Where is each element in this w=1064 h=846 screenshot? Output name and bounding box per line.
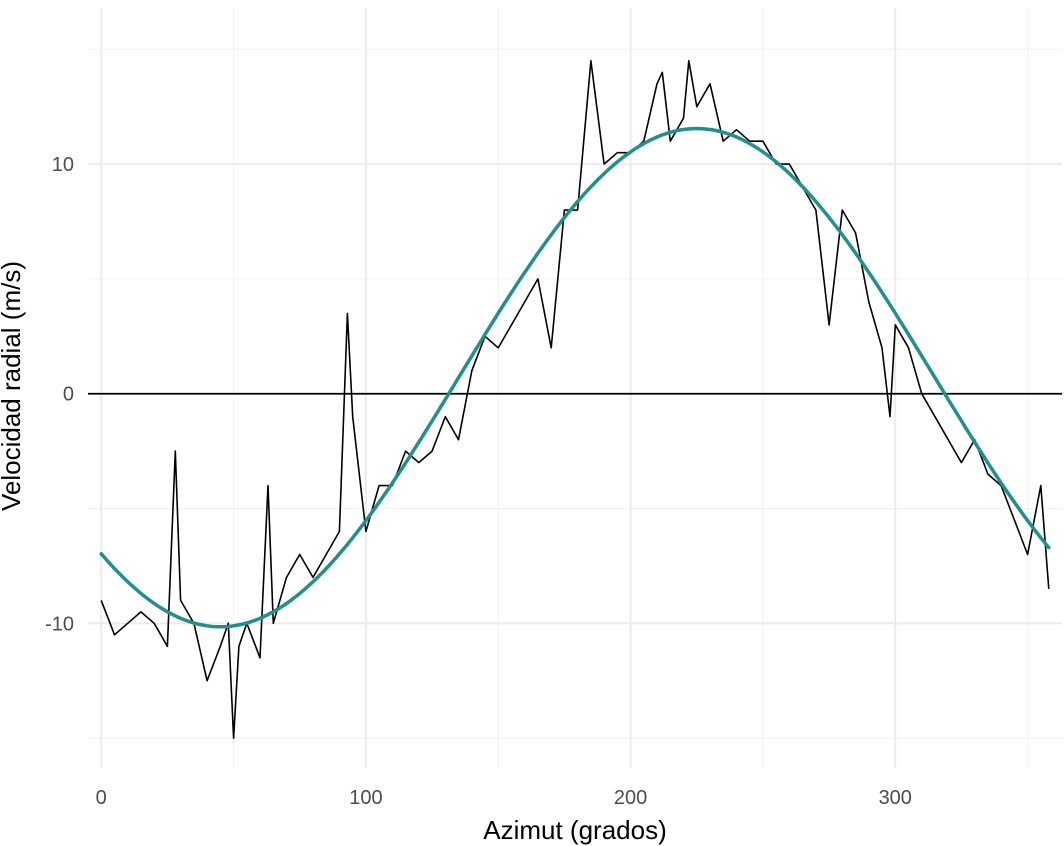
y-tick-label: 0	[63, 384, 74, 406]
observed-velocity-line	[100, 59, 1050, 740]
series-layer	[88, 59, 1062, 740]
fitted-velocity-curve	[99, 126, 1051, 629]
x-tick-label: 300	[879, 787, 912, 809]
x-axis-title: Azimut (grados)	[483, 815, 667, 845]
tick-labels: 0 100 200 300 -10 0 10	[45, 154, 912, 809]
x-tick-label: 200	[614, 787, 647, 809]
x-tick-label: 100	[349, 787, 382, 809]
y-tick-label: -10	[45, 613, 74, 635]
x-tick-label: 0	[96, 787, 107, 809]
y-tick-label: 10	[52, 154, 74, 176]
y-axis-title: Velocidad radial (m/s)	[0, 261, 26, 511]
grid-lines	[88, 8, 1062, 768]
